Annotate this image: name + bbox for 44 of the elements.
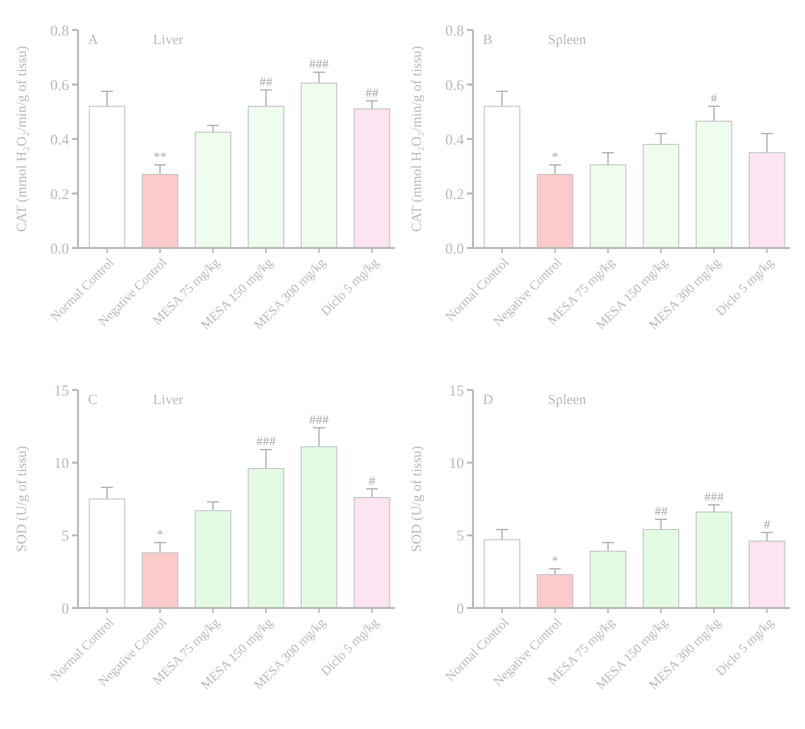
y-tick-label: 10 [449,456,464,472]
y-tick-label: 0.6 [445,78,464,94]
y-tick-label: 0.4 [50,132,70,148]
y-tick-label: 0.0 [50,241,69,258]
y-tick-label: 0.2 [50,186,69,203]
y-axis-title: CAT (mmol H₂O₂/min/g of tissu) [410,46,425,232]
annotation: # [368,472,376,488]
annotation: ### [256,434,276,449]
y-tick-label: 5 [62,528,69,545]
annotation: # [710,90,718,106]
annotation: D [483,393,494,408]
y-axis-title: SOD (U/g of tissu) [15,446,30,552]
y-axis-title: SOD (U/g of tissu) [410,446,425,552]
annotation: ## [259,74,273,89]
annotation: C [88,393,98,408]
y-tick-label: 0.8 [50,23,69,40]
annotation: # [764,516,771,532]
annotation: ## [654,503,668,518]
y-tick-label: 0.4 [445,132,464,148]
y-tick-label: 15 [54,383,69,400]
chart-title: Liver [153,393,184,408]
annotation: ### [704,488,724,504]
y-tick-label: 0.2 [445,186,464,203]
y-axis-title: CAT (mmol H₂O₂/min/g of tissu) [15,46,30,232]
chart-title: Spleen [548,393,586,408]
y-tick-label: 0.6 [50,78,70,94]
y-tick-label: 0.0 [445,241,464,258]
y-tick-label: 0.8 [445,23,464,40]
annotation: A [88,33,99,48]
annotation: ## [365,84,379,100]
annotation: B [483,33,492,48]
y-tick-label: 5 [456,528,464,545]
annotation: * [156,526,164,542]
chart-title: Liver [153,33,184,48]
y-tick-label: 15 [449,383,464,400]
annotation: ### [309,412,330,427]
annotation: * [552,148,558,164]
annotation: * [552,552,558,568]
annotation: ** [154,148,167,164]
chart-title: Spleen [548,33,586,48]
y-tick-label: 0 [456,601,464,618]
y-tick-label: 0 [62,601,69,618]
annotation: ### [309,56,330,72]
y-tick-label: 10 [54,456,69,472]
